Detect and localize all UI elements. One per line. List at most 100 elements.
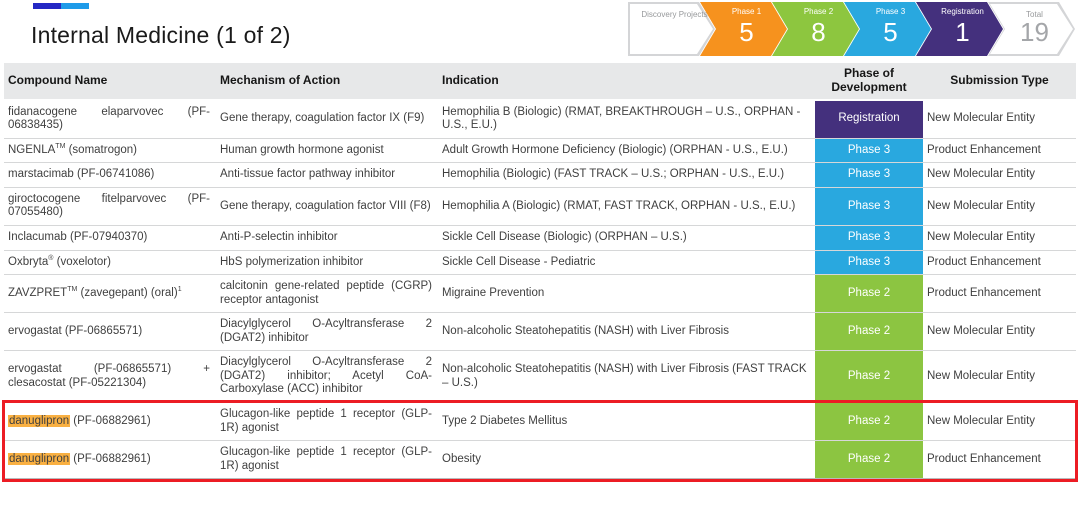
submission-type-cell: Product Enhancement (923, 250, 1076, 276)
indication-cell: Adult Growth Hormone Deficiency (Biologi… (438, 138, 815, 164)
submission-type-cell: New Molecular Entity (923, 225, 1076, 251)
mechanism-cell: Gene therapy, coagulation factor IX (F9) (216, 99, 438, 139)
mechanism-cell: Diacylglycerol O-Acyltransferase 2 (DGAT… (216, 312, 438, 352)
pipeline-stage-shape (628, 2, 715, 56)
highlighted-term: danuglipron (8, 452, 71, 465)
submission-type-cell: Product Enhancement (923, 440, 1076, 480)
table-row: NGENLATM (somatrogon) Human growth hormon… (4, 138, 1076, 164)
phase-cell: Phase 2 (815, 274, 923, 314)
highlighted-term: danuglipron (8, 414, 71, 427)
phase-badge: Phase 3 (815, 187, 923, 225)
compound-name-cell: marstacimab (PF-06741086) (4, 162, 216, 188)
pipeline-stage-count: 8 (811, 17, 826, 47)
table-row: danuglipron (PF-06882961) Glucagon-like p… (4, 402, 1076, 442)
pipeline-stage-count: 5 (739, 17, 754, 47)
table-row: Inclacumab (PF-07940370) Anti-P-selectin … (4, 225, 1076, 251)
table-row: Oxbryta® (voxelotor) HbS polymerization i… (4, 250, 1076, 276)
column-header: Compound Name (4, 63, 216, 101)
pipeline-stage-label: Phase 1 (731, 7, 762, 16)
phase-cell: Phase 2 (815, 402, 923, 442)
column-header: Indication (438, 63, 815, 101)
pipeline-stage-label: Discovery Projects (641, 10, 708, 19)
phase-badge: Phase 3 (815, 138, 923, 163)
phase-badge: Phase 2 (815, 441, 923, 479)
submission-type-cell: New Molecular Entity (923, 402, 1076, 442)
compound-name-cell: fidanacogene elaparvovec (PF-06838435) (4, 99, 216, 139)
column-header: Submission Type (923, 63, 1076, 101)
submission-type-cell: Product Enhancement (923, 274, 1076, 314)
phase-cell: Phase 3 (815, 162, 923, 188)
compound-name-cell: Inclacumab (PF-07940370) (4, 225, 216, 251)
submission-type-cell: New Molecular Entity (923, 162, 1076, 188)
table-row: danuglipron (PF-06882961) Glucagon-like p… (4, 440, 1076, 480)
submission-type-cell: Product Enhancement (923, 138, 1076, 164)
submission-type-cell: New Molecular Entity (923, 187, 1076, 226)
compound-name-cell: ZAVZPRETTM (zavegepant) (oral)1 (4, 274, 216, 314)
compound-name-cell: giroctocogene fitelparvovec (PF-07055480… (4, 187, 216, 226)
pipeline-stage: Total 19 (988, 2, 1075, 56)
pipeline-stage-label: Phase 2 (803, 7, 834, 16)
mechanism-cell: HbS polymerization inhibitor (216, 250, 438, 276)
pipeline-summary-chevrons: Discovery Projects Phase 1 5 Phase 2 8 Phase … (628, 2, 1078, 58)
phase-cell: Phase 3 (815, 138, 923, 164)
pipeline-table: Compound Name Mechanism of Action Indicati… (4, 63, 1076, 480)
phase-badge: Phase 3 (815, 163, 923, 187)
indication-cell: Obesity (438, 440, 815, 480)
pipeline-stage: Registration 1 (916, 2, 1003, 56)
phase-badge: Phase 3 (815, 250, 923, 275)
compound-name-cell: Oxbryta® (voxelotor) (4, 250, 216, 276)
column-header: Mechanism of Action (216, 63, 438, 101)
mechanism-cell: Glucagon-like peptide 1 receptor (GLP-1R… (216, 440, 438, 480)
compound-name-cell: NGENLATM (somatrogon) (4, 138, 216, 164)
indication-cell: Hemophilia B (Biologic) (RMAT, BREAKTHRO… (438, 99, 815, 139)
phase-badge: Registration (815, 100, 923, 138)
submission-type-cell: New Molecular Entity (923, 99, 1076, 139)
pipeline-stage: Discovery Projects (628, 2, 715, 56)
indication-cell: Type 2 Diabetes Mellitus (438, 402, 815, 442)
submission-type-cell: New Molecular Entity (923, 312, 1076, 352)
indication-cell: Non-alcoholic Steatohepatitis (NASH) wit… (438, 312, 815, 352)
phase-cell: Registration (815, 99, 923, 139)
accent-bar-right (61, 3, 89, 9)
phase-badge: Phase 3 (815, 225, 923, 250)
table-row: fidanacogene elaparvovec (PF-06838435) Ge… (4, 99, 1076, 139)
phase-cell: Phase 3 (815, 187, 923, 226)
phase-badge: Phase 2 (815, 313, 923, 351)
column-header: Phase of Development (815, 63, 923, 101)
indication-cell: Non-alcoholic Steatohepatitis (NASH) wit… (438, 350, 815, 404)
table-header: Compound Name Mechanism of Action Indicati… (4, 63, 1076, 101)
phase-badge: Phase 2 (815, 351, 923, 403)
mechanism-cell: Glucagon-like peptide 1 receptor (GLP-1R… (216, 402, 438, 442)
pipeline-stage-label: Phase 3 (875, 7, 906, 16)
pipeline-stage-label: Registration (941, 7, 984, 16)
table-row: ZAVZPRETTM (zavegepant) (oral)1 calcitoni… (4, 274, 1076, 314)
page-title: Internal Medicine (1 of 2) (31, 22, 291, 48)
submission-type-cell: New Molecular Entity (923, 350, 1076, 404)
compound-name-cell: danuglipron (PF-06882961) (4, 402, 216, 442)
table-body: fidanacogene elaparvovec (PF-06838435) Ge… (4, 99, 1076, 480)
compound-name-cell: danuglipron (PF-06882961) (4, 440, 216, 480)
phase-badge: Phase 2 (815, 275, 923, 313)
accent-bar (33, 3, 89, 9)
mechanism-cell: Anti-tissue factor pathway inhibitor (216, 162, 438, 188)
mechanism-cell: Anti-P-selectin inhibitor (216, 225, 438, 251)
phase-cell: Phase 3 (815, 250, 923, 276)
pipeline-stage-count: 5 (883, 17, 898, 47)
pipeline-stage-label: Total (1026, 10, 1043, 19)
indication-cell: Migraine Prevention (438, 274, 815, 314)
mechanism-cell: Human growth hormone agonist (216, 138, 438, 164)
mechanism-cell: calcitonin gene-related peptide (CGRP) r… (216, 274, 438, 314)
indication-cell: Sickle Cell Disease - Pediatric (438, 250, 815, 276)
phase-badge: Phase 2 (815, 403, 923, 441)
pipeline-stage-fill (630, 4, 713, 54)
table-row: giroctocogene fitelparvovec (PF-07055480… (4, 187, 1076, 226)
indication-cell: Sickle Cell Disease (Biologic) (ORPHAN –… (438, 225, 815, 251)
mechanism-cell: Gene therapy, coagulation factor VIII (F… (216, 187, 438, 226)
table-row: marstacimab (PF-06741086) Anti-tissue fac… (4, 162, 1076, 188)
compound-name-cell: ervogastat (PF-06865571) + clesacostat (… (4, 350, 216, 404)
compound-name-cell: ervogastat (PF-06865571) (4, 312, 216, 352)
table-row: ervogastat (PF-06865571) Diacylglycerol O… (4, 312, 1076, 352)
phase-cell: Phase 2 (815, 312, 923, 352)
mechanism-cell: Diacylglycerol O-Acyltransferase 2 (DGAT… (216, 350, 438, 404)
